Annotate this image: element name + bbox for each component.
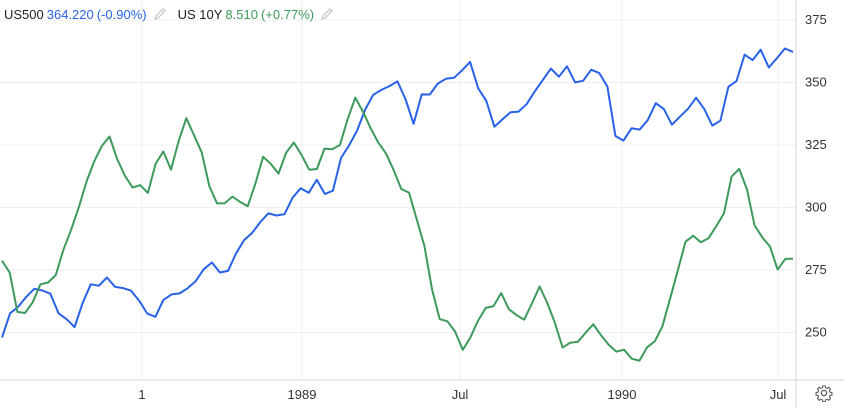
legend-symbol-us500: US500 (4, 6, 44, 22)
legend-item-us500[interactable]: US500 364.220 (-0.90%) (4, 6, 168, 22)
legend-value-us10y: 8.510 (225, 6, 258, 22)
series-line-us-10y (1, 96, 794, 362)
y-tick-label: 350 (805, 75, 827, 90)
pencil-icon[interactable] (152, 6, 168, 22)
y-tick-label: 250 (805, 325, 827, 340)
y-tick-label: 300 (805, 200, 827, 215)
legend: US500 364.220 (-0.90%) US 10Y 8.510 (+0.… (4, 6, 345, 22)
series-line-us500 (1, 47, 794, 338)
legend-symbol-us10y: US 10Y (177, 6, 223, 22)
x-tick-label: Jul (452, 387, 469, 402)
x-tick-label: 1 (138, 387, 145, 402)
gear-icon[interactable] (815, 384, 833, 402)
y-tick-label: 375 (805, 12, 827, 27)
x-tick-label: 1990 (608, 387, 637, 402)
pencil-icon[interactable] (319, 6, 335, 22)
legend-value-us500: 364.220 (46, 6, 94, 22)
x-tick-label: 1989 (288, 387, 317, 402)
y-tick-label: 325 (805, 137, 827, 152)
y-tick-label: 275 (805, 262, 827, 277)
x-tick-label: Jul (770, 387, 787, 402)
legend-change-us10y: (+0.77%) (260, 6, 315, 22)
legend-change-us500: (-0.90%) (96, 6, 147, 22)
legend-item-us10y[interactable]: US 10Y 8.510 (+0.77%) (178, 6, 335, 22)
